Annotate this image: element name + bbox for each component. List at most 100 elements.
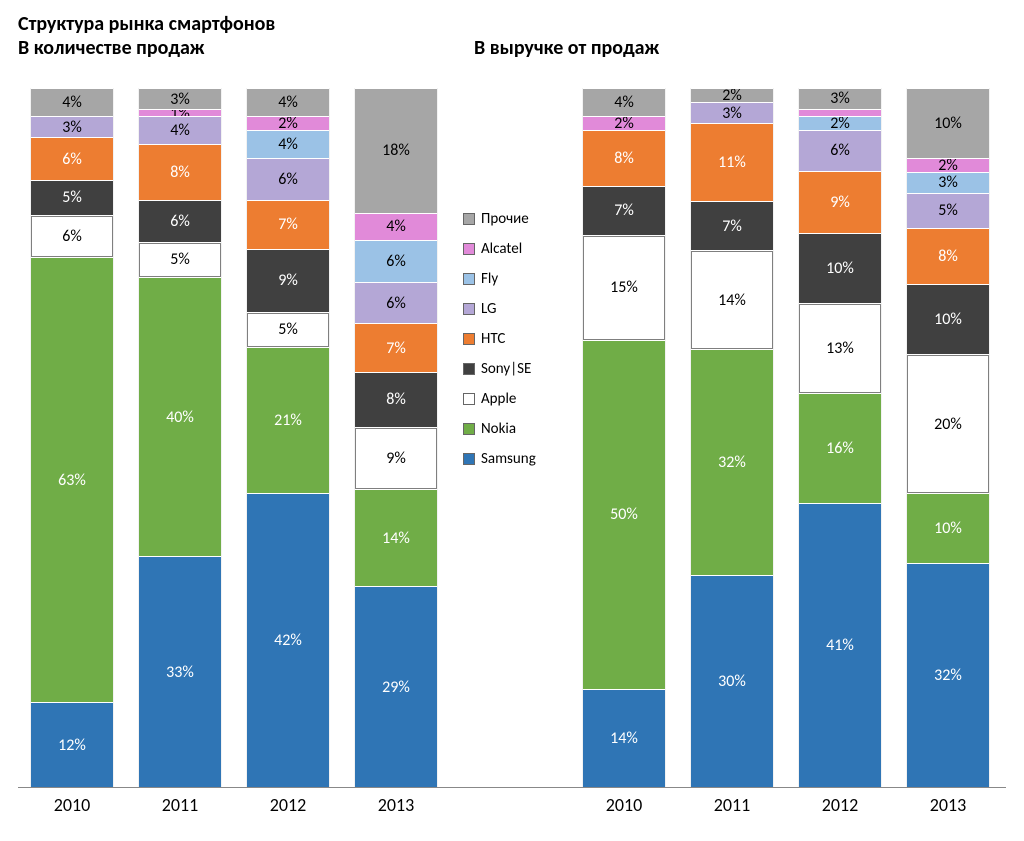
bar-segment-fly: 3% — [907, 172, 989, 193]
legend-item-nokia: Nokia — [463, 420, 563, 438]
x-axis-label: 2010 — [18, 788, 126, 816]
x-axis-label: 2012 — [234, 788, 342, 816]
bar-segment-sonyse: 5% — [31, 180, 113, 215]
x-axis-label: 2011 — [678, 788, 786, 816]
bar-segment-nokia: 50% — [583, 340, 665, 690]
x-axis-label: 2013 — [894, 788, 1002, 816]
legend-label-sonyse: Sony|SE — [481, 360, 531, 378]
x-axis-label: 2010 — [570, 788, 678, 816]
bar-column: 30%32%14%7%11%3%2% — [678, 88, 786, 787]
stacked-bar: 33%40%5%6%8%4%1%3% — [138, 88, 222, 787]
bar-segment-apple: 14% — [691, 250, 773, 349]
legend-item-htc: HTC — [463, 330, 563, 348]
bar-segment-nokia: 63% — [31, 257, 113, 702]
bar-segment-nokia: 16% — [799, 393, 881, 504]
bar-segment-alcatel — [799, 109, 881, 116]
legend-item-lg: LG — [463, 300, 563, 318]
legend-label-alcatel: Alcatel — [481, 240, 522, 258]
bar-segment-nokia: 32% — [691, 349, 773, 575]
legend-swatch-nokia — [463, 423, 475, 435]
legend-item-other: Прочие — [463, 210, 563, 228]
bar-segment-sonyse: 7% — [691, 201, 773, 250]
chart-subtitle-right: В выручке от продаж — [474, 36, 659, 60]
stacked-bar: 12%63%6%5%6%3%4% — [30, 88, 114, 787]
bar-segment-sonyse: 10% — [799, 233, 881, 302]
bar-segment-nokia: 21% — [247, 347, 329, 494]
stacked-bar: 30%32%14%7%11%3%2% — [690, 88, 774, 787]
legend-swatch-apple — [463, 393, 475, 405]
bar-segment-samsung: 29% — [355, 586, 437, 787]
stacked-bar: 32%10%20%10%8%5%3%2%10% — [906, 88, 990, 787]
bar-column: 29%14%9%8%7%6%6%4%18% — [342, 88, 450, 787]
bar-segment-sonyse: 7% — [583, 186, 665, 235]
bar-segment-htc: 9% — [799, 171, 881, 233]
bar-segment-sonyse: 8% — [355, 372, 437, 427]
legend-item-sonyse: Sony|SE — [463, 360, 563, 378]
bar-segment-samsung: 30% — [691, 575, 773, 787]
group-gap — [450, 788, 570, 816]
bar-segment-htc: 8% — [907, 228, 989, 284]
bar-segment-alcatel: 2% — [907, 158, 989, 172]
x-axis-labels: 20102011201220132010201120122013 — [18, 788, 1006, 816]
bar-segment-samsung: 33% — [139, 556, 221, 787]
bar-segment-other: 2% — [691, 88, 773, 102]
legend-label-htc: HTC — [481, 330, 505, 348]
stacked-bar: 41%16%13%10%9%6%2%3% — [798, 88, 882, 787]
legend-swatch-other — [463, 213, 475, 225]
bar-segment-lg: 4% — [139, 116, 221, 144]
bar-segment-other: 10% — [907, 88, 989, 158]
stacked-bar-chart: 12%63%6%5%6%3%4%33%40%5%6%8%4%1%3%42%21%… — [18, 88, 1006, 816]
bar-segment-htc: 7% — [247, 200, 329, 249]
legend-label-lg: LG — [481, 300, 496, 318]
bar-segment-sonyse: 6% — [139, 200, 221, 242]
bar-column: 14%50%15%7%8%2%4% — [570, 88, 678, 787]
chart-subtitles: В количестве продаж В выручке от продаж — [18, 36, 1006, 60]
bar-segment-nokia: 40% — [139, 277, 221, 557]
bar-column: 33%40%5%6%8%4%1%3% — [126, 88, 234, 787]
legend-item-apple: Apple — [463, 390, 563, 408]
bar-segment-lg: 6% — [355, 282, 437, 324]
bar-segment-nokia: 14% — [355, 489, 437, 586]
legend-swatch-sonyse — [463, 363, 475, 375]
legend-swatch-lg — [463, 303, 475, 315]
legend-swatch-alcatel — [463, 243, 475, 255]
stacked-bar: 14%50%15%7%8%2%4% — [582, 88, 666, 787]
bar-segment-apple: 6% — [31, 215, 113, 257]
bar-segment-apple: 20% — [907, 354, 989, 494]
bar-segment-other: 4% — [247, 88, 329, 116]
legend-label-nokia: Nokia — [481, 420, 516, 438]
chart-titles: Структура рынка смартфонов В количестве … — [18, 12, 1006, 60]
chart-main-title: Структура рынка смартфонов — [18, 12, 1006, 36]
stacked-bar: 42%21%5%9%7%6%4%2%4% — [246, 88, 330, 787]
bar-segment-lg: 3% — [31, 116, 113, 137]
bar-segment-nokia: 10% — [907, 493, 989, 563]
bar-segment-htc: 11% — [691, 123, 773, 201]
bar-column: 42%21%5%9%7%6%4%2%4% — [234, 88, 342, 787]
bar-segment-alcatel: 4% — [355, 213, 437, 241]
bar-segment-apple: 13% — [799, 303, 881, 393]
bar-segment-lg: 5% — [907, 193, 989, 228]
bar-segment-samsung: 14% — [583, 689, 665, 787]
legend-item-samsung: Samsung — [463, 450, 563, 468]
bar-segment-htc: 8% — [583, 130, 665, 186]
bar-column: 12%63%6%5%6%3%4% — [18, 88, 126, 787]
bar-segment-fly: 2% — [799, 116, 881, 130]
bar-column: 32%10%20%10%8%5%3%2%10% — [894, 88, 1002, 787]
bar-segment-apple: 15% — [583, 235, 665, 340]
legend-item-alcatel: Alcatel — [463, 240, 563, 258]
stacked-bar: 29%14%9%8%7%6%6%4%18% — [354, 88, 438, 787]
bar-segment-other: 3% — [139, 88, 221, 109]
bar-segment-other: 4% — [31, 88, 113, 116]
bar-segment-alcatel: 2% — [247, 116, 329, 130]
x-axis-label: 2012 — [786, 788, 894, 816]
bar-segment-other: 18% — [355, 88, 437, 213]
legend-label-apple: Apple — [481, 390, 516, 408]
bar-segment-htc: 6% — [31, 137, 113, 179]
bar-segment-apple: 5% — [247, 312, 329, 347]
legend-item-fly: Fly — [463, 270, 563, 288]
legend-label-fly: Fly — [481, 270, 498, 288]
legend-swatch-htc — [463, 333, 475, 345]
bar-segment-other: 4% — [583, 88, 665, 116]
bar-segment-samsung: 12% — [31, 702, 113, 787]
bar-segment-sonyse: 10% — [907, 284, 989, 354]
